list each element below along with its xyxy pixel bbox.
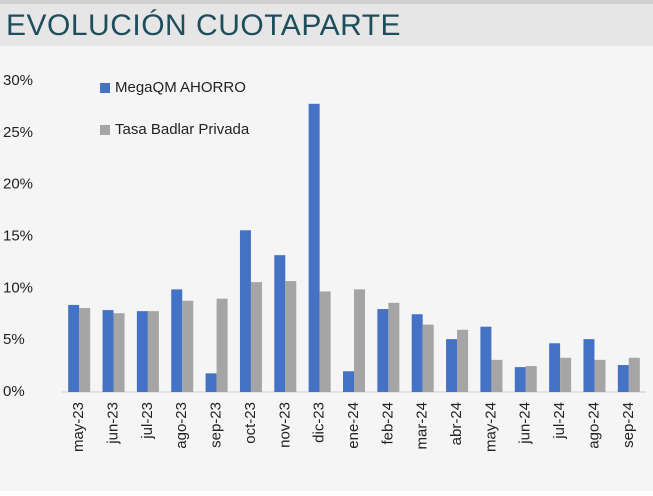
x-tick-label: feb-24 [379, 402, 396, 445]
bar [216, 298, 228, 392]
y-tick-label: 0% [3, 383, 25, 400]
bar [594, 359, 606, 392]
x-tick-label: may-24 [482, 402, 499, 452]
x-tick-label: mar-24 [414, 402, 431, 450]
bar [583, 339, 595, 392]
bar [422, 324, 434, 392]
bar [457, 329, 469, 392]
header-border [0, 0, 653, 4]
x-tick-label: jun-24 [517, 402, 534, 445]
y-tick-label: 25% [3, 124, 33, 141]
x-tick-label: oct-23 [242, 402, 259, 444]
bar [102, 310, 114, 392]
x-tick-label: ago-23 [173, 402, 190, 449]
y-tick-label: 20% [3, 176, 33, 193]
bar [388, 302, 400, 392]
bar [308, 103, 320, 392]
x-tick-label: sep-23 [208, 402, 225, 448]
bar [113, 313, 125, 392]
bar [147, 311, 159, 392]
chart-title: EVOLUCIÓN CUOTAPARTE [6, 9, 401, 42]
x-tick-label: may-23 [70, 402, 87, 452]
bar [411, 314, 423, 392]
legend-swatch [100, 83, 110, 93]
bar [617, 365, 629, 392]
bar [480, 326, 492, 392]
bar [560, 357, 572, 392]
x-tick-label: sep-24 [620, 402, 637, 448]
bar [274, 255, 286, 392]
legend-label: Tasa Badlar Privada [115, 121, 250, 138]
x-tick-label: ago-24 [585, 402, 602, 449]
bar [525, 366, 537, 392]
y-tick-label: 5% [3, 331, 25, 348]
x-tick-label: abr-24 [448, 402, 465, 445]
bar [79, 308, 91, 392]
bar [319, 291, 331, 392]
bar [514, 367, 526, 392]
y-tick-label: 15% [3, 227, 33, 244]
legend-label: MegaQM AHORRO [115, 79, 246, 96]
bar [343, 371, 354, 392]
bar [250, 282, 262, 392]
header-band [0, 0, 653, 46]
bar [549, 343, 561, 392]
y-tick-label: 10% [3, 279, 33, 296]
x-tick-label: nov-23 [276, 402, 293, 448]
x-tick-label: jul-24 [551, 402, 568, 440]
bar [171, 289, 183, 392]
bar [136, 311, 148, 392]
bar [182, 300, 194, 392]
bar [68, 304, 80, 392]
bar [446, 339, 458, 392]
bar [239, 230, 251, 392]
bar [628, 357, 640, 392]
y-tick-label: 30% [3, 72, 33, 89]
bar [377, 309, 389, 392]
bar [285, 281, 297, 392]
x-tick-label: dic-23 [311, 402, 328, 443]
x-tick-label: jun-23 [104, 402, 121, 445]
x-tick-label: jul-23 [139, 402, 156, 440]
x-tick-label: ene-24 [345, 402, 362, 449]
legend-swatch [100, 125, 110, 135]
bar [354, 289, 365, 392]
bar [205, 373, 217, 392]
bar [491, 359, 503, 392]
